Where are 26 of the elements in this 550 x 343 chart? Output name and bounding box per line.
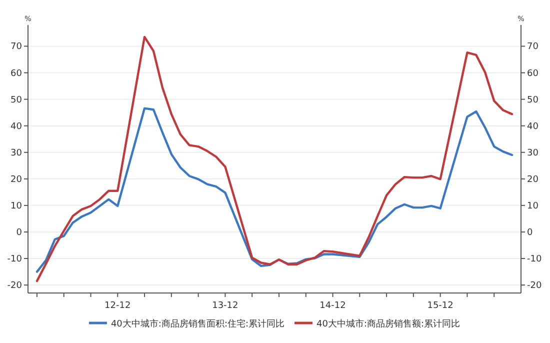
y-tick-label: 40 <box>10 122 22 132</box>
y2-tick-label: -10 <box>527 254 542 265</box>
y2-tick-label: 0 <box>527 228 533 238</box>
y2-tick-label: 20 <box>527 174 539 185</box>
y-tick-label: 70 <box>10 42 22 52</box>
y-tick-label: 50 <box>10 95 22 106</box>
legend-label: 40大中城市:商品房销售额:累计同比 <box>316 318 460 330</box>
y2-tick-label: 10 <box>527 201 539 212</box>
y2-tick-label: -20 <box>527 281 542 292</box>
y-tick-label: 0 <box>16 228 22 238</box>
y2-tick-label: 50 <box>527 95 539 106</box>
y-tick-label: 20 <box>10 174 22 185</box>
y-tick-label: 10 <box>10 201 22 212</box>
legend-label: 40大中城市:商品房销售面积:住宅:累计同比 <box>110 318 285 330</box>
y2-tick-label: 70 <box>527 42 539 52</box>
y-tick-label: -10 <box>7 254 22 265</box>
y-tick-label: 30 <box>10 148 22 158</box>
y2-tick-label: 30 <box>527 148 539 158</box>
x-tick-label: 15-12 <box>427 301 454 311</box>
y-tick-label: -20 <box>7 281 22 292</box>
y-tick-label: 60 <box>10 68 22 79</box>
x-tick-label: 12-12 <box>104 301 131 311</box>
x-tick-label: 14-12 <box>320 301 346 311</box>
y2-tick-label: 60 <box>527 68 539 79</box>
y2-tick-label: 40 <box>527 122 539 132</box>
x-tick-label: 13-12 <box>212 301 238 311</box>
